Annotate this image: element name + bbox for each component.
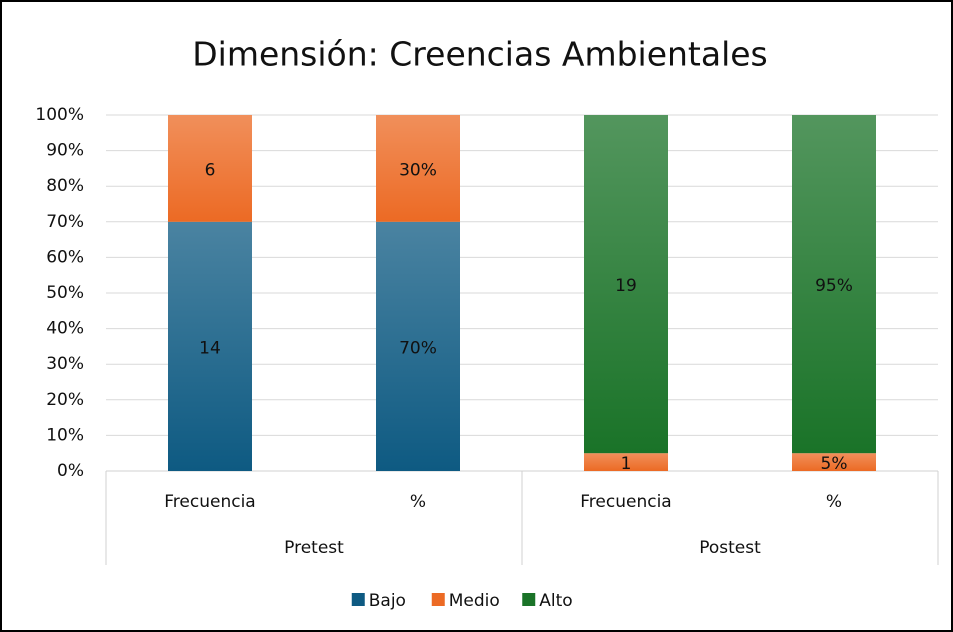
data-label: 70% <box>399 338 437 358</box>
x-tick-label: % <box>826 492 842 512</box>
legend-swatch <box>351 593 365 606</box>
legend-swatch <box>431 593 445 606</box>
bar-shade <box>792 115 876 454</box>
data-label: 5% <box>821 454 848 474</box>
bar-shade <box>792 453 876 471</box>
legend-label: Alto <box>539 591 572 611</box>
y-tick-label: 70% <box>46 212 84 232</box>
data-label: 30% <box>399 160 437 180</box>
y-tick-label: 0% <box>57 461 84 481</box>
y-tick-label: 90% <box>46 141 84 161</box>
y-tick-label: 40% <box>46 319 84 339</box>
y-tick-label: 80% <box>46 176 84 196</box>
data-label: 1 <box>621 454 632 474</box>
chart-title: Dimensión: Creencias Ambientales <box>192 35 768 74</box>
data-label: 14 <box>199 338 221 358</box>
group-label: Postest <box>699 538 761 558</box>
y-tick-label: 50% <box>46 283 84 303</box>
x-tick-label: % <box>410 492 426 512</box>
legend-label: Medio <box>449 591 500 611</box>
legend-swatch <box>522 593 536 606</box>
bar-shade <box>584 453 668 471</box>
y-tick-label: 30% <box>46 354 84 374</box>
bar-shade <box>168 221 252 471</box>
group-label: Pretest <box>284 538 344 558</box>
bar-shade <box>584 115 668 454</box>
bar-shade <box>376 115 460 222</box>
data-label: 95% <box>815 276 853 296</box>
bar-shade <box>168 115 252 222</box>
data-label: 19 <box>615 276 637 296</box>
y-tick-label: 20% <box>46 390 84 410</box>
y-tick-label: 60% <box>46 247 84 267</box>
data-label: 6 <box>205 160 216 180</box>
bar-shade <box>376 221 460 471</box>
legend-label: Bajo <box>369 591 406 611</box>
y-tick-label: 10% <box>46 425 84 445</box>
x-tick-label: Frecuencia <box>580 492 671 512</box>
x-tick-label: Frecuencia <box>164 492 255 512</box>
y-tick-label: 100% <box>35 105 84 125</box>
